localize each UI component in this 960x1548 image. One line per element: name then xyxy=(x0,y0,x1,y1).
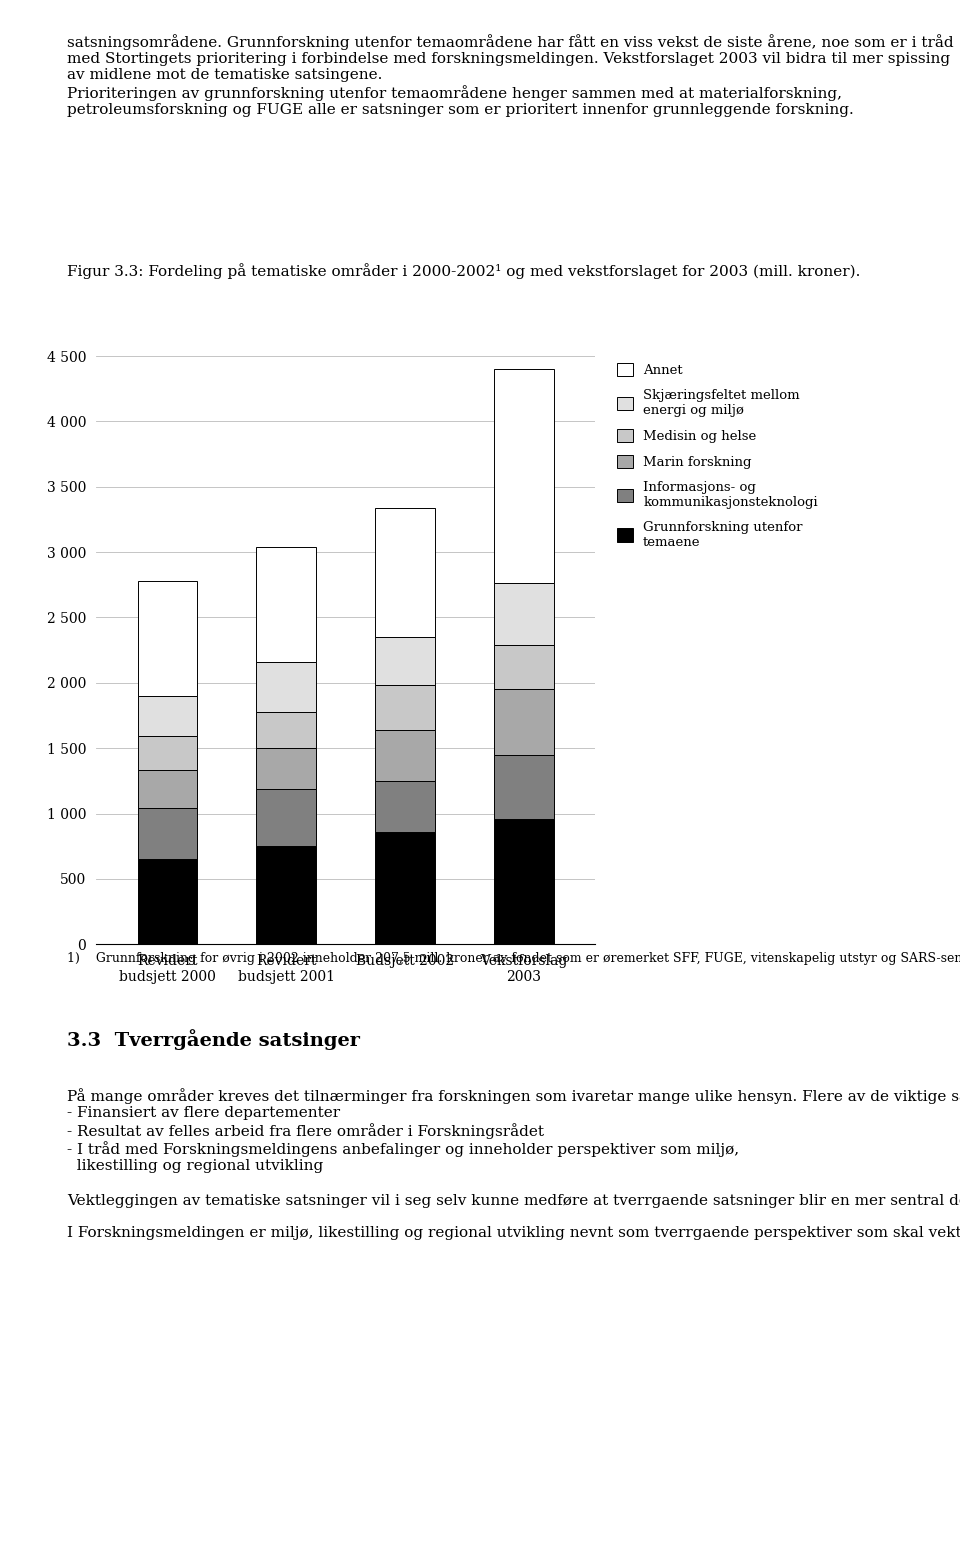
Bar xyxy=(256,847,316,944)
Bar xyxy=(256,712,316,748)
Bar xyxy=(375,686,435,731)
Bar xyxy=(494,755,554,819)
Bar xyxy=(375,638,435,686)
Text: Figur 3.3: Fordeling på tematiske områder i 2000-2002¹ og med vekstforslaget for: Figur 3.3: Fordeling på tematiske område… xyxy=(67,263,860,279)
Text: satsningsområdene. Grunnforskning utenfor temaområdene har fått en viss vekst de: satsningsområdene. Grunnforskning utenfo… xyxy=(67,34,954,118)
Bar xyxy=(137,771,197,808)
Text: 3.3  Tverrgående satsinger: 3.3 Tverrgående satsinger xyxy=(67,1029,360,1051)
Bar xyxy=(137,859,197,944)
Bar xyxy=(137,737,197,771)
Legend: Annet, Skjæringsfeltet mellom
energi og miljø, Medisin og helse, Marin forskning: Annet, Skjæringsfeltet mellom energi og … xyxy=(616,362,818,548)
Bar xyxy=(137,808,197,859)
Text: 1)    Grunnforskning for øvrig i 2002 inneholder 207,5 mill. kroner av fondet so: 1) Grunnforskning for øvrig i 2002 inneh… xyxy=(67,952,960,964)
Bar xyxy=(494,819,554,944)
Bar xyxy=(494,689,554,755)
Bar xyxy=(256,663,316,712)
Bar xyxy=(256,546,316,663)
Bar xyxy=(494,368,554,584)
Bar xyxy=(375,731,435,780)
Text: På mange områder kreves det tilnærminger fra forskningen som ivaretar mange ulik: På mange områder kreves det tilnærminger… xyxy=(67,1088,960,1240)
Bar xyxy=(137,580,197,697)
Bar xyxy=(256,748,316,789)
Bar xyxy=(494,646,554,689)
Bar xyxy=(375,780,435,831)
Bar xyxy=(256,789,316,847)
Bar xyxy=(375,831,435,944)
Bar xyxy=(137,697,197,737)
Bar xyxy=(494,584,554,646)
Bar xyxy=(375,508,435,638)
